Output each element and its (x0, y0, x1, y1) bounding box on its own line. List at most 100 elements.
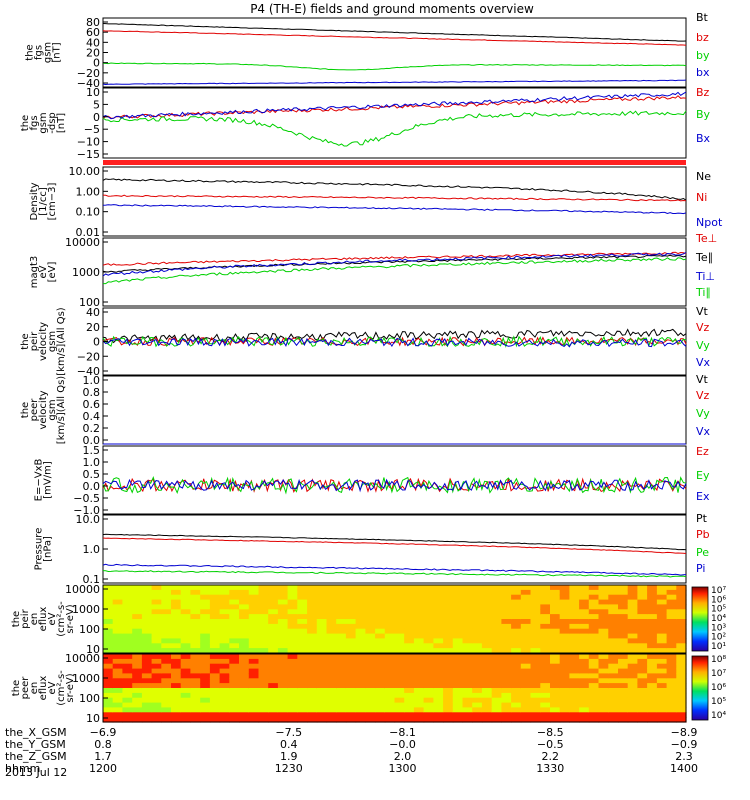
y-tick-label: 40 (86, 306, 100, 319)
y-tick-label: 10000 (65, 236, 100, 249)
x-readout-value: −8.1 (389, 726, 416, 739)
series-line-Ex (102, 478, 687, 493)
x-readout-value: 2.3 (675, 750, 693, 763)
legend-By: By (696, 108, 711, 121)
y-tick-label: 1.0 (83, 456, 101, 469)
y-tick-label: 1.5 (83, 444, 101, 457)
series-line-Pi (102, 563, 687, 576)
x-readout-value: −0.5 (537, 738, 564, 751)
y-tick-label: −5 (84, 123, 100, 136)
y-tick-label: −20 (77, 67, 100, 80)
legend-Ey: Ey (696, 469, 710, 482)
series-line-By (102, 110, 687, 147)
x-readout-value: 1230 (275, 762, 303, 775)
legend-Ne: Ne (696, 170, 711, 183)
panel-5: Te⊥ Te∥ Ti⊥ Ti∥ 10000 1000 100 magt3eV[eV] (29, 232, 717, 309)
legend-Ex: Ex (696, 490, 710, 503)
y-tick-label: 100 (79, 296, 100, 309)
y-axis-label: thepeirenefluxeV(cm²-s-sr-eV) (11, 601, 76, 637)
x-readout-value: −7.5 (275, 726, 302, 739)
y-tick-label: −10 (77, 136, 100, 149)
y-tick-label: 20 (86, 47, 100, 60)
heatmap-cells (103, 585, 687, 654)
legend-Vx: Vx (696, 425, 711, 438)
plot-title: P4 (TH-E) fields and ground moments over… (250, 2, 534, 16)
y-tick-label: 0.5 (83, 468, 101, 481)
y-axis-label: thefgsgsm[nT] (25, 42, 63, 63)
legend-bz: bz (696, 31, 709, 44)
y-axis-label: Density[1/cc][cm−3] (29, 182, 58, 220)
y-axis-label: thepeerenefluxeV(cm²-s-sr-eV) (11, 670, 76, 706)
panel-4: Ne Ni Npot 10.00 1.00 0.10 0.01 Density[1/cc][c… (29, 165, 723, 239)
x-readout-value: 1300 (389, 762, 417, 775)
y-tick-label: −1.0 (73, 504, 100, 517)
x-readout-value: −0.9 (671, 738, 698, 751)
y-tick-label: 1.0 (83, 374, 101, 387)
colorbar-tick-label: 10⁴ (711, 614, 726, 624)
y-tick-label: 10.00 (69, 165, 101, 178)
panel-separator-bar (103, 160, 686, 165)
legend-Vz: Vz (696, 321, 710, 334)
x-readout-value: 1330 (536, 762, 564, 775)
legend-Bz: Bz (696, 86, 710, 99)
legend-bx: bx (696, 66, 710, 79)
series-line-Pt (102, 533, 687, 551)
y-axis-label: thepeervelocitygsm[km/s](All Qs) (20, 376, 67, 444)
series-line-bx (102, 79, 687, 86)
y-tick-label: 10000 (65, 652, 100, 665)
colorbar-tick-label: 10¹ (711, 642, 726, 652)
x-readout-value: −8.5 (537, 726, 564, 739)
x-readout-value: −0.0 (389, 738, 416, 751)
y-tick-label: −20 (77, 350, 100, 363)
y-axis-label: E=−VxB[mV/m] (34, 459, 54, 502)
legend-Vt: Vt (696, 373, 709, 386)
legend-Ti∥: Ti∥ (695, 286, 711, 299)
series-line-bz (102, 30, 687, 46)
y-tick-label: 0.4 (83, 410, 101, 423)
legend-Pb: Pb (696, 528, 710, 541)
series-line-by (102, 62, 687, 71)
legend-Ni: Ni (696, 191, 707, 204)
legend-by: by (696, 49, 710, 62)
y-tick-label: 0.0 (83, 434, 101, 447)
panel-7: Vt Vz Vy Vx 1.00.80.60.40.20.0 thepeervelocit… (20, 373, 711, 447)
series-line-Pb (102, 537, 687, 554)
x-readout-label: the_Y_GSM (5, 738, 66, 751)
y-axis-label: thefgsgsm-dsp[nT] (20, 112, 67, 134)
series-line-Bx (102, 91, 687, 120)
heatmap-cells (103, 654, 687, 723)
legend-Te⊥: Te⊥ (695, 232, 717, 245)
y-tick-label: 0 (93, 57, 100, 70)
y-tick-label: 0.8 (83, 386, 101, 399)
panel-6: Vt Vz Vy Vx 40 20 0−20 −40 thepeirvelocitygsm[km… (20, 305, 711, 378)
y-tick-label: 0.1 (83, 573, 101, 586)
series-line-Ni (102, 194, 687, 202)
y-tick-label: 10000 (65, 583, 100, 596)
y-tick-label: 0.6 (83, 398, 101, 411)
colorbar (691, 655, 709, 721)
series-line-Npot (102, 204, 687, 215)
panel-8: Ez Ey Ex 1.51.00.50.0−0.5−1.0 E=−VxB[mV/m] (34, 444, 710, 517)
x-readout-label: the_X_GSM (5, 726, 67, 739)
x-readout-value: −8.9 (671, 726, 698, 739)
x-readout-value: −6.9 (90, 726, 117, 739)
legend-Pi: Pi (696, 562, 705, 575)
y-tick-label: 1000 (72, 603, 100, 616)
y-tick-label: 0.10 (76, 206, 101, 219)
series-line-Ti⊥ (102, 251, 687, 277)
colorbar-tick-label: 10⁵ (711, 697, 726, 707)
legend-Npot: Npot (696, 216, 723, 229)
y-tick-label: −0.5 (73, 492, 100, 505)
legend-Vy: Vy (696, 407, 710, 420)
y-tick-label: 0.2 (83, 422, 101, 435)
series-line-Te⊥ (102, 251, 687, 266)
legend-Vt: Vt (696, 305, 709, 318)
y-tick-label: −40 (77, 365, 100, 378)
x-readout-value: 2.0 (394, 750, 412, 763)
legend-Pe: Pe (696, 546, 709, 559)
x-readout-value: 1400 (670, 762, 698, 775)
y-tick-label: 80 (86, 16, 100, 29)
legend-Bx: Bx (696, 132, 711, 145)
y-tick-label: 100 (79, 623, 100, 636)
